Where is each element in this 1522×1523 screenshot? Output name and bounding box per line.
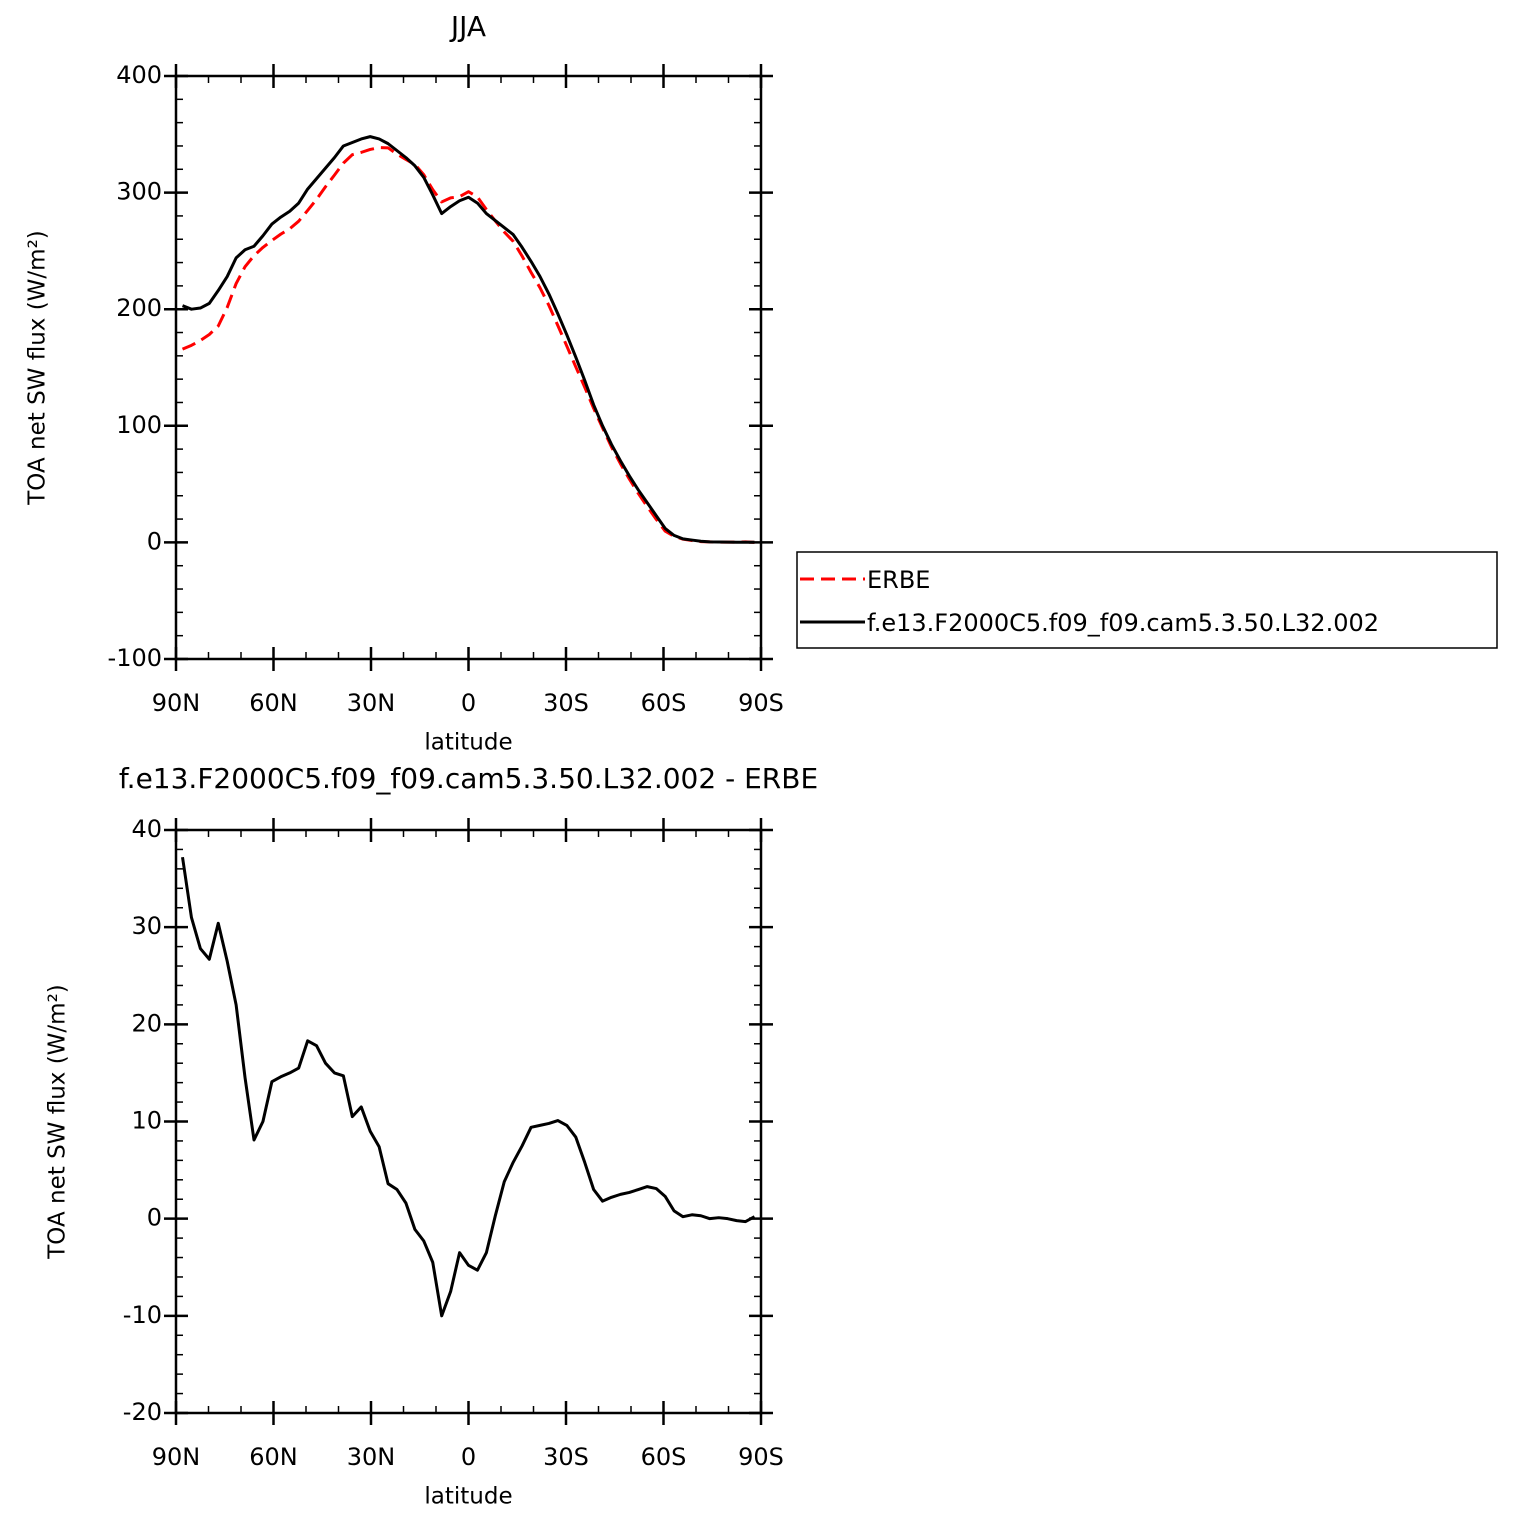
- y-tick-label: 40: [131, 815, 162, 843]
- y-tick-label: 20: [131, 1009, 162, 1037]
- y-tick-label: -100: [108, 644, 162, 672]
- y-axis-label: TOA net SW flux (W/m²): [45, 984, 71, 1260]
- data-line: [181, 856, 756, 1318]
- y-axis-label: TOA net SW flux (W/m²): [25, 230, 51, 506]
- x-tick-label: 90S: [738, 689, 784, 717]
- x-tick-label: 90S: [738, 1443, 784, 1471]
- x-tick-label: 90N: [152, 689, 201, 717]
- x-tick-label: 60N: [249, 689, 298, 717]
- x-tick-label: 0: [461, 689, 476, 717]
- x-tick-label: 30N: [347, 689, 396, 717]
- x-tick-label: 90N: [152, 1443, 201, 1471]
- y-tick-label: -10: [123, 1301, 162, 1329]
- x-tick-label: 60S: [641, 689, 687, 717]
- y-tick-label: -20: [123, 1398, 162, 1426]
- y-tick-label: 100: [116, 411, 162, 439]
- data-line: [181, 146, 755, 544]
- legend-label: ERBE: [867, 566, 930, 594]
- plot-frame: [174, 74, 763, 661]
- y-tick-label: 30: [131, 912, 162, 940]
- legend-box: [796, 551, 1498, 649]
- legend-label: f.e13.F2000C5.f09_f09.cam5.3.50.L32.002: [867, 609, 1379, 637]
- y-tick-label: 300: [116, 178, 162, 206]
- y-tick-label: 0: [147, 527, 162, 555]
- legend: ERBE f.e13.F2000C5.f09_f09.cam5.3.50.L32.…: [796, 551, 1498, 649]
- x-tick-label: 60N: [249, 1443, 298, 1471]
- chart-title: JJA: [449, 10, 486, 43]
- x-tick-label: 30N: [347, 1443, 396, 1471]
- plot-frame: [174, 828, 763, 1415]
- x-tick-label: 60S: [641, 1443, 687, 1471]
- x-tick-label: 30S: [543, 1443, 589, 1471]
- y-tick-label: 10: [131, 1107, 162, 1135]
- y-tick-label: 200: [116, 294, 162, 322]
- y-tick-label: 400: [116, 61, 162, 89]
- chart-title: f.e13.F2000C5.f09_f09.cam5.3.50.L32.002 …: [119, 762, 818, 795]
- y-tick-label: 0: [147, 1204, 162, 1232]
- x-axis-label: latitude: [424, 1484, 512, 1510]
- x-tick-label: 30S: [543, 689, 589, 717]
- x-tick-label: 0: [461, 1443, 476, 1471]
- data-line: [181, 135, 755, 544]
- x-axis-label: latitude: [424, 730, 512, 756]
